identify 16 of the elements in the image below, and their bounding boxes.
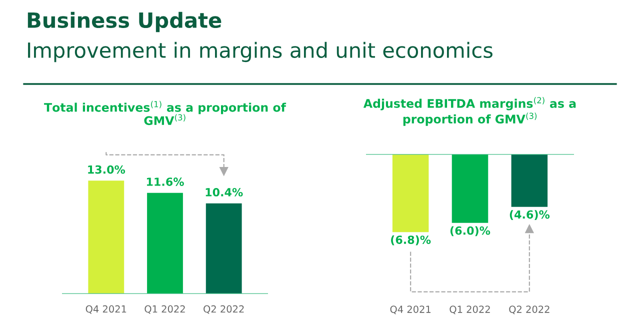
chart-title: Total incentives$^{(1)}$ as a proportion of GMV$^{(3)}$ — [44, 100, 286, 126]
x-tick-label: Q2 2022 — [509, 306, 550, 314]
x-tick-label: Q2 2022 — [204, 305, 244, 314]
x-tick-label: Q1 2022 — [450, 306, 490, 314]
data-label: (6.0)% — [450, 226, 490, 236]
data-label: 11.6% — [146, 178, 184, 186]
data-label: (4.6)% — [510, 210, 550, 220]
x-tick-label: Q1 2022 — [144, 305, 185, 314]
data-label: 13.0% — [88, 165, 126, 174]
data-label: (6.8)% — [391, 235, 431, 246]
data-label: 10.4% — [206, 188, 243, 196]
chart-title: Adjusted EBITDA margins$^{(2)}$ as a proportion of GMV$^{(3)}$ — [363, 96, 576, 126]
text: Improvement in margins and unit economics — [28, 42, 492, 62]
text: Business Update — [28, 12, 222, 32]
x-tick-label: Q4 2021 — [86, 305, 126, 314]
x-tick-label: Q4 2021 — [390, 306, 431, 314]
